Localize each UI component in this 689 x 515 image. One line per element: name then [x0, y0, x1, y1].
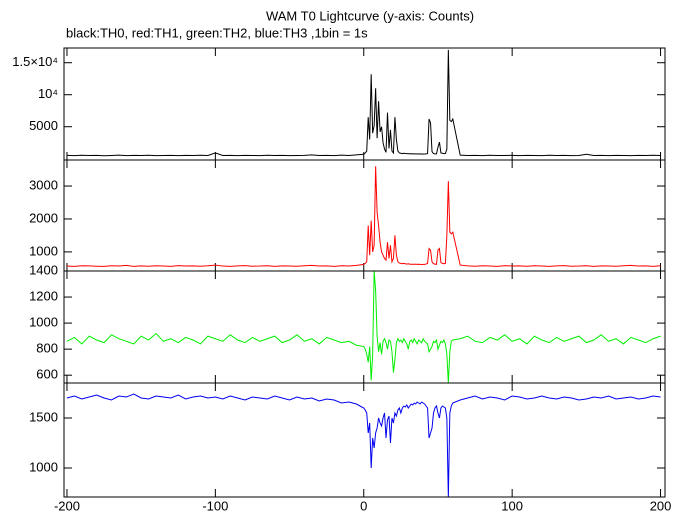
- chart-subtitle: black:TH0, red:TH1, green:TH2, blue:TH3 …: [66, 25, 368, 40]
- y-tick-label: 800: [36, 341, 58, 356]
- y-tick-label: 1000: [29, 243, 58, 258]
- x-tick-label: -200: [54, 498, 80, 513]
- light-curve: [66, 271, 661, 383]
- x-tick-label: -100: [202, 498, 228, 513]
- y-tick-label: 1400: [29, 262, 58, 277]
- y-tick-label: 1000: [29, 315, 58, 330]
- y-tick-label: 3000: [29, 177, 58, 192]
- x-tick-label: 100: [501, 498, 523, 513]
- y-tick-label: 1000: [29, 459, 58, 474]
- x-tick-label: 200: [650, 498, 672, 513]
- y-tick-label: 2000: [29, 210, 58, 225]
- chart-title: WAM T0 Lightcurve (y-axis: Counts): [266, 8, 474, 23]
- light-curve: [66, 49, 661, 157]
- panel-frame: [63, 159, 666, 272]
- y-tick-label: 10⁴: [38, 86, 58, 101]
- y-tick-label: 5000: [29, 118, 58, 133]
- panel-frame: [63, 270, 666, 384]
- light-curve: [66, 393, 661, 497]
- y-tick-label: 1200: [29, 288, 58, 303]
- panel-frame: [63, 47, 666, 161]
- panel-frame: [63, 382, 666, 498]
- y-tick-label: 600: [36, 367, 58, 382]
- y-tick-label: 1.5×10⁴: [12, 54, 58, 69]
- light-curve: [66, 166, 661, 267]
- x-tick-label: 0: [360, 498, 367, 513]
- y-tick-label: 1500: [29, 409, 58, 424]
